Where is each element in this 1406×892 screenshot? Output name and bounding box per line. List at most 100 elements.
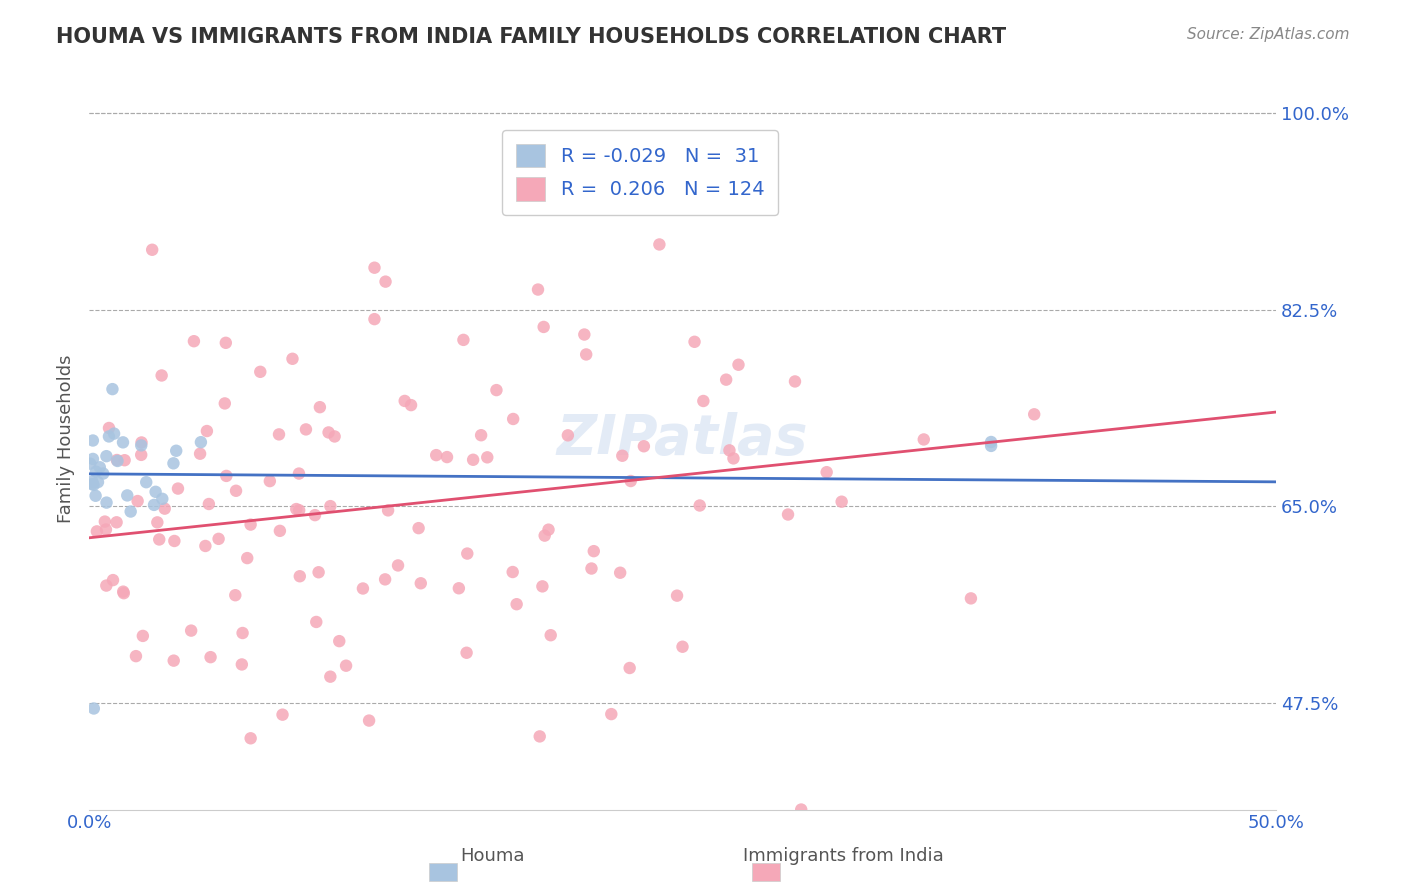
Point — [239, 731, 262, 746]
Point — [153, 501, 176, 516]
Point — [575, 347, 598, 361]
Point — [129, 448, 152, 462]
Point — [163, 654, 186, 668]
Point — [94, 515, 117, 529]
Point — [162, 456, 184, 470]
Point — [148, 533, 170, 547]
Point — [319, 670, 342, 684]
Point — [447, 581, 470, 595]
Point — [600, 707, 623, 722]
Point — [328, 634, 350, 648]
Point — [105, 453, 128, 467]
Point — [96, 449, 118, 463]
Point — [98, 421, 121, 435]
Point — [120, 504, 142, 518]
Point — [609, 566, 631, 580]
Point — [163, 533, 186, 548]
Point — [456, 547, 478, 561]
Point — [377, 503, 399, 517]
Point — [318, 425, 340, 440]
Point — [557, 428, 579, 442]
Point — [190, 435, 212, 450]
Point — [269, 524, 291, 538]
Point — [111, 435, 134, 450]
Point — [502, 412, 524, 426]
Point — [114, 453, 136, 467]
Point — [145, 484, 167, 499]
Point — [150, 368, 173, 383]
Point — [463, 452, 485, 467]
Point — [581, 561, 603, 575]
Point — [215, 469, 238, 483]
Point — [363, 312, 385, 326]
Text: ZIPatlas: ZIPatlas — [557, 412, 808, 466]
Point — [215, 335, 238, 350]
Point — [352, 582, 374, 596]
Point — [304, 508, 326, 522]
Point — [574, 327, 596, 342]
Point — [980, 439, 1002, 453]
Point — [374, 573, 396, 587]
Point — [666, 589, 689, 603]
Point — [531, 579, 554, 593]
Point — [335, 658, 357, 673]
Point — [96, 578, 118, 592]
Point — [295, 422, 318, 436]
Point — [101, 382, 124, 396]
Point — [83, 478, 105, 492]
Point — [288, 569, 311, 583]
Point — [436, 450, 458, 464]
Point — [790, 803, 813, 817]
Point — [533, 528, 555, 542]
Point — [671, 640, 693, 654]
Point — [1024, 407, 1046, 421]
Point — [323, 429, 346, 443]
Point — [150, 491, 173, 506]
Point — [363, 260, 385, 275]
Point — [714, 373, 737, 387]
Point — [533, 320, 555, 334]
Point — [633, 439, 655, 453]
Point — [135, 475, 157, 490]
Point — [94, 523, 117, 537]
Point — [125, 649, 148, 664]
Point — [425, 448, 447, 462]
Point — [83, 701, 105, 715]
Point — [86, 524, 108, 539]
Point — [980, 435, 1002, 450]
Point — [141, 243, 163, 257]
Text: HOUMA VS IMMIGRANTS FROM INDIA FAMILY HOUSEHOLDS CORRELATION CHART: HOUMA VS IMMIGRANTS FROM INDIA FAMILY HO… — [56, 27, 1007, 46]
Point — [815, 465, 838, 479]
Point — [200, 650, 222, 665]
Point — [912, 433, 935, 447]
Point — [409, 576, 432, 591]
Point — [620, 474, 643, 488]
Point — [470, 428, 492, 442]
Point — [97, 429, 120, 443]
Point — [107, 454, 129, 468]
Point — [683, 334, 706, 349]
Point — [84, 465, 107, 479]
Point — [82, 477, 104, 491]
Point — [305, 615, 328, 629]
Point — [408, 521, 430, 535]
Point — [165, 443, 187, 458]
Point — [105, 516, 128, 530]
Point — [319, 499, 342, 513]
Point — [374, 275, 396, 289]
Point — [831, 494, 853, 508]
Point — [505, 597, 527, 611]
Point — [285, 502, 308, 516]
Point — [723, 451, 745, 466]
Point — [357, 714, 380, 728]
Point — [103, 426, 125, 441]
Point — [87, 475, 110, 489]
Legend: R = -0.029   N =  31, R =  0.206   N = 124: R = -0.029 N = 31, R = 0.206 N = 124 — [502, 130, 778, 214]
Point — [308, 566, 330, 580]
Point — [225, 483, 247, 498]
Point — [502, 565, 524, 579]
Point — [167, 482, 190, 496]
Point — [727, 358, 749, 372]
Point — [960, 591, 983, 606]
Point — [456, 646, 478, 660]
